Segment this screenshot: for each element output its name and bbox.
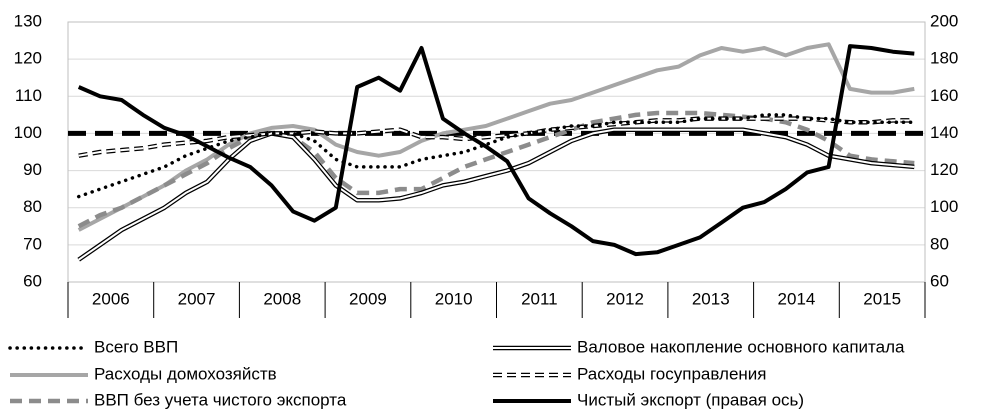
series-line-inner xyxy=(78,117,915,157)
x-tick-label: 2009 xyxy=(349,289,387,308)
x-tick-label: 2010 xyxy=(435,289,473,308)
y2-tick-label: 160 xyxy=(930,86,958,105)
y2-tick-label: 120 xyxy=(930,160,958,179)
x-tick-label: 2014 xyxy=(778,289,816,308)
series-line-inner xyxy=(78,128,915,261)
x-tick-label: 2013 xyxy=(692,289,730,308)
y-tick-label: 60 xyxy=(23,271,42,290)
y2-tick-label: 100 xyxy=(930,197,958,216)
legend-label: Расходы госуправления xyxy=(577,364,766,383)
legend-label: Валовое накопление основного капитала xyxy=(577,337,905,356)
series-line xyxy=(77,44,915,257)
y2-tick-label: 60 xyxy=(930,271,949,290)
series-line xyxy=(77,110,915,229)
y-tick-label: 100 xyxy=(14,123,42,142)
y-tick-label: 120 xyxy=(14,49,42,68)
y-tick-label: 90 xyxy=(23,160,42,179)
x-tick-label: 2011 xyxy=(521,289,558,308)
legend-label: Расходы домохозяйств xyxy=(94,364,277,383)
legend-label: ВВП без учета чистого экспорта xyxy=(94,390,347,409)
y-tick-label: 110 xyxy=(15,86,42,105)
series-line xyxy=(76,113,917,199)
x-tick-label: 2015 xyxy=(863,289,901,308)
y-tick-label: 80 xyxy=(23,197,42,216)
x-tick-label: 2007 xyxy=(178,289,216,308)
y-tick-label: 70 xyxy=(23,234,42,253)
y2-tick-label: 140 xyxy=(930,123,958,142)
x-tick-label: 2012 xyxy=(606,289,644,308)
legend-label: Всего ВВП xyxy=(94,337,178,356)
y2-tick-label: 80 xyxy=(930,234,949,253)
x-tick-label: 2006 xyxy=(92,289,130,308)
y2-tick-label: 200 xyxy=(930,11,958,30)
y-tick-label: 130 xyxy=(14,11,42,30)
x-tick-label: 2008 xyxy=(263,289,301,308)
legend-label: Чистый экспорт (правая ось) xyxy=(577,390,804,409)
y2-tick-label: 180 xyxy=(930,49,958,68)
